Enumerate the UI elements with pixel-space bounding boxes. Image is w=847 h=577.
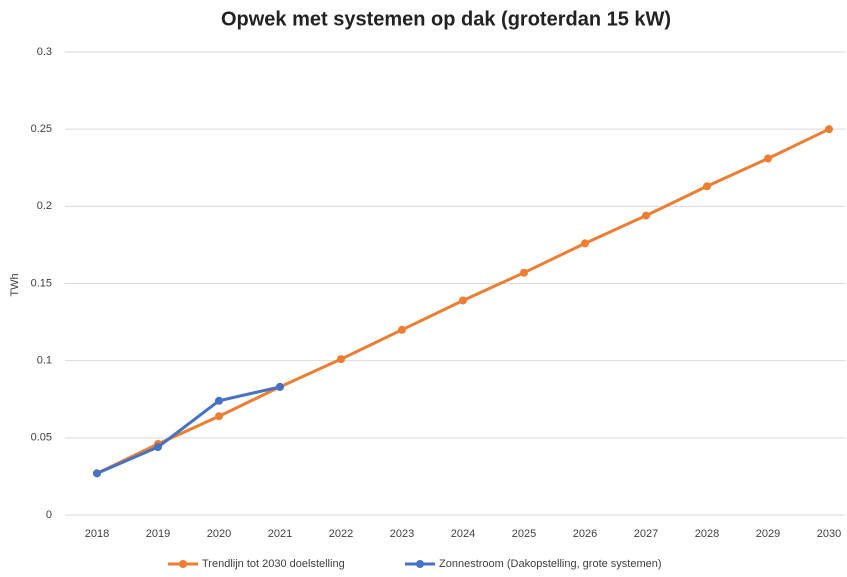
y-tick-label: 0.05	[31, 432, 52, 444]
data-point	[581, 239, 589, 248]
data-point	[459, 296, 467, 305]
data-point	[642, 211, 650, 220]
legend-label: Trendlijn tot 2030 doelstelling	[202, 558, 345, 570]
y-tick-label: 0.2	[37, 200, 52, 212]
data-point	[154, 443, 162, 452]
x-tick-label: 2022	[329, 528, 353, 540]
x-tick-label: 2029	[756, 528, 780, 540]
x-tick-label: 2019	[146, 528, 170, 540]
y-axis-label: TWh	[9, 273, 21, 296]
series-line	[96, 385, 281, 475]
legend-swatch-dot	[416, 560, 424, 568]
data-point	[520, 268, 528, 277]
x-tick-label: 2028	[695, 528, 719, 540]
y-tick-label: 0.3	[37, 46, 52, 58]
x-tick-label: 2030	[817, 528, 841, 540]
y-tick-label: 0.1	[37, 355, 52, 367]
x-tick-label: 2021	[268, 528, 292, 540]
data-point	[276, 382, 284, 391]
x-tick-label: 2023	[390, 528, 414, 540]
y-tick-label: 0	[46, 509, 52, 521]
data-point	[215, 396, 223, 405]
legend-swatch-dot	[179, 560, 187, 568]
data-point	[825, 125, 833, 134]
data-point	[764, 154, 772, 163]
data-point	[703, 182, 711, 191]
legend-label: Zonnestroom (Dakopstelling, grote system…	[439, 558, 662, 570]
x-tick-label: 2025	[512, 528, 536, 540]
data-point	[215, 412, 223, 421]
data-point	[337, 355, 345, 364]
y-tick-label: 0.25	[31, 123, 52, 135]
x-tick-label: 2024	[451, 528, 475, 540]
y-tick-label: 0.15	[31, 277, 52, 289]
x-tick-label: 2020	[207, 528, 231, 540]
data-point	[93, 469, 101, 478]
data-point	[398, 325, 406, 334]
x-tick-label: 2026	[573, 528, 597, 540]
x-tick-label: 2027	[634, 528, 658, 540]
x-tick-label: 2018	[85, 528, 109, 540]
chart-title: Opwek met systemen op dak (groterdan 15 …	[221, 8, 671, 30]
